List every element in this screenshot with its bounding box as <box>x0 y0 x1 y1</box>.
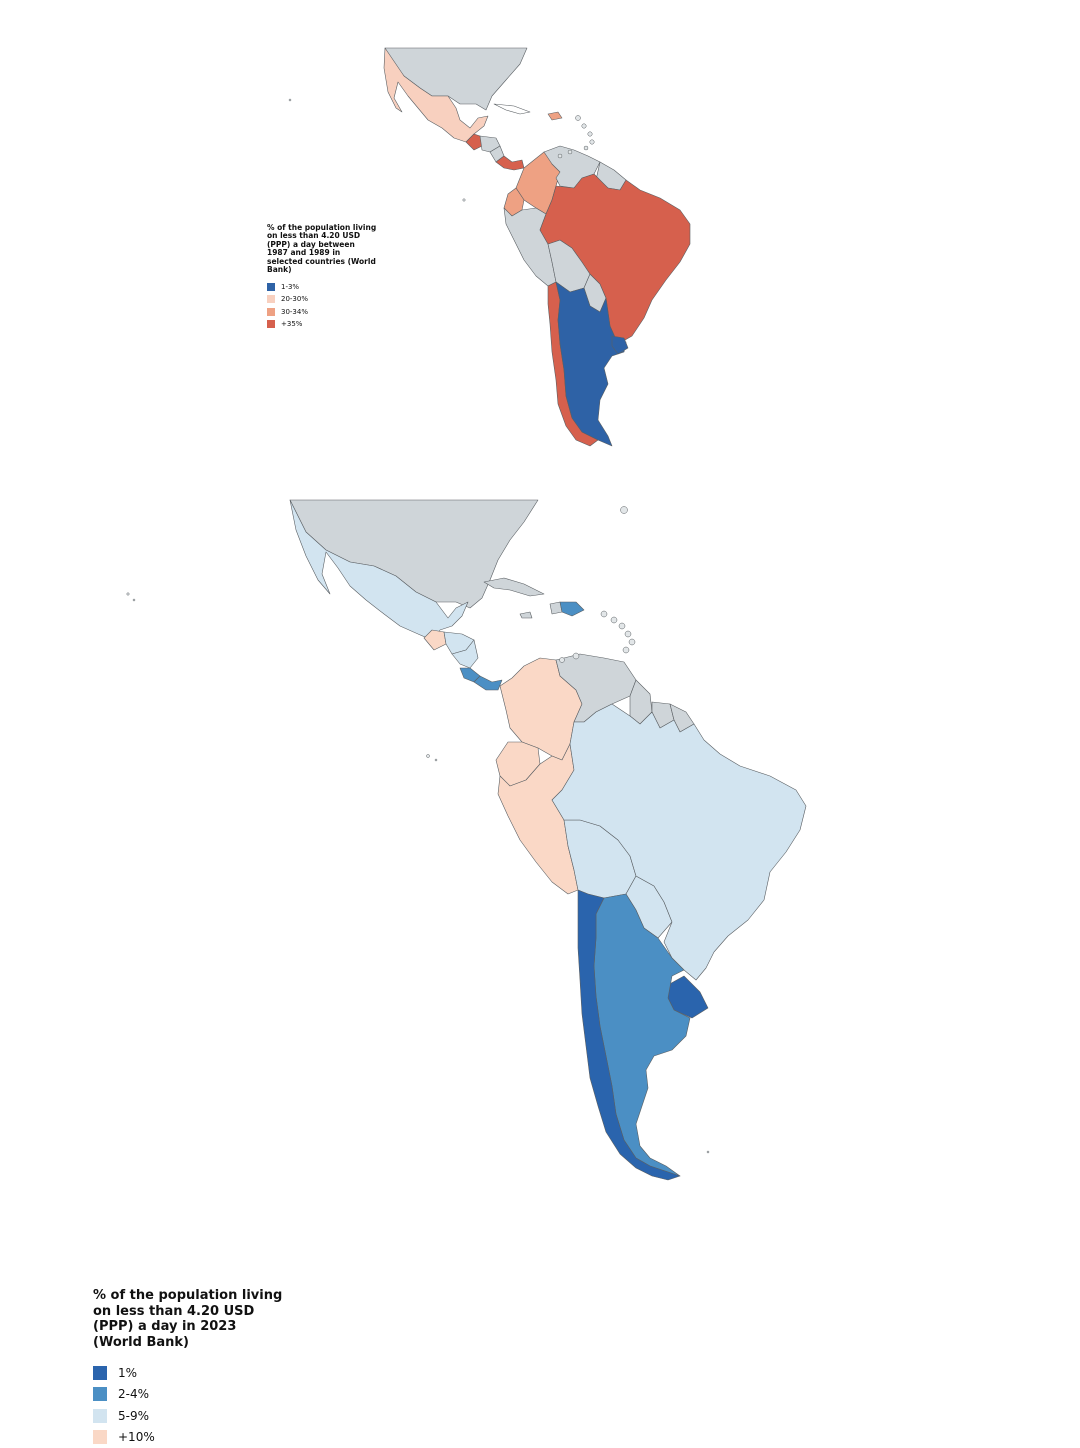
legend-title: % of the population living on less than … <box>267 224 377 274</box>
legend-title: % of the population living on less than … <box>93 1288 283 1350</box>
legend-swatch <box>267 283 275 291</box>
map-2023: % of the population living on less than … <box>0 490 1080 1200</box>
legend-label: 1% <box>118 1366 137 1380</box>
legend-label: 30-34% <box>281 308 308 316</box>
legend-swatch <box>267 320 275 328</box>
legend-2023: % of the population living on less than … <box>93 1288 283 1448</box>
legend-item: 1-3% <box>267 280 377 293</box>
map-1987-1989: % of the population living on less than … <box>0 0 1080 470</box>
dominican-republic <box>560 602 584 616</box>
legend-label: +35% <box>281 320 302 328</box>
legend-swatch <box>93 1430 107 1444</box>
dominican-republic <box>548 112 562 120</box>
cuba <box>484 578 544 596</box>
legend-swatch <box>267 295 275 303</box>
legend-label: 1-3% <box>281 283 299 291</box>
legend-item: 30-34% <box>267 305 377 318</box>
legend-label: 2-4% <box>118 1387 149 1401</box>
cuba <box>494 104 530 114</box>
legend-label: 20-30% <box>281 295 308 303</box>
legend-swatch <box>93 1409 107 1423</box>
legend-item: 2-4% <box>93 1384 283 1406</box>
legend-label: 5-9% <box>118 1409 149 1423</box>
map-2023-canvas <box>0 490 1080 1200</box>
jamaica <box>520 612 532 618</box>
legend-items: 1% 2-4% 5-9% +10% <box>93 1362 283 1448</box>
legend-item: +35% <box>267 318 377 331</box>
legend-items: 1-3% 20-30% 30-34% +35% <box>267 280 377 330</box>
legend-swatch <box>93 1387 107 1401</box>
legend-item: 5-9% <box>93 1405 283 1427</box>
legend-label: +10% <box>118 1430 155 1444</box>
legend-swatch <box>267 308 275 316</box>
legend-swatch <box>93 1366 107 1380</box>
map-1987-1989-canvas <box>0 0 1080 470</box>
legend-item: +10% <box>93 1427 283 1448</box>
panama <box>474 676 502 690</box>
legend-1987-1989: % of the population living on less than … <box>267 224 377 330</box>
legend-item: 20-30% <box>267 293 377 306</box>
legend-item: 1% <box>93 1362 283 1384</box>
